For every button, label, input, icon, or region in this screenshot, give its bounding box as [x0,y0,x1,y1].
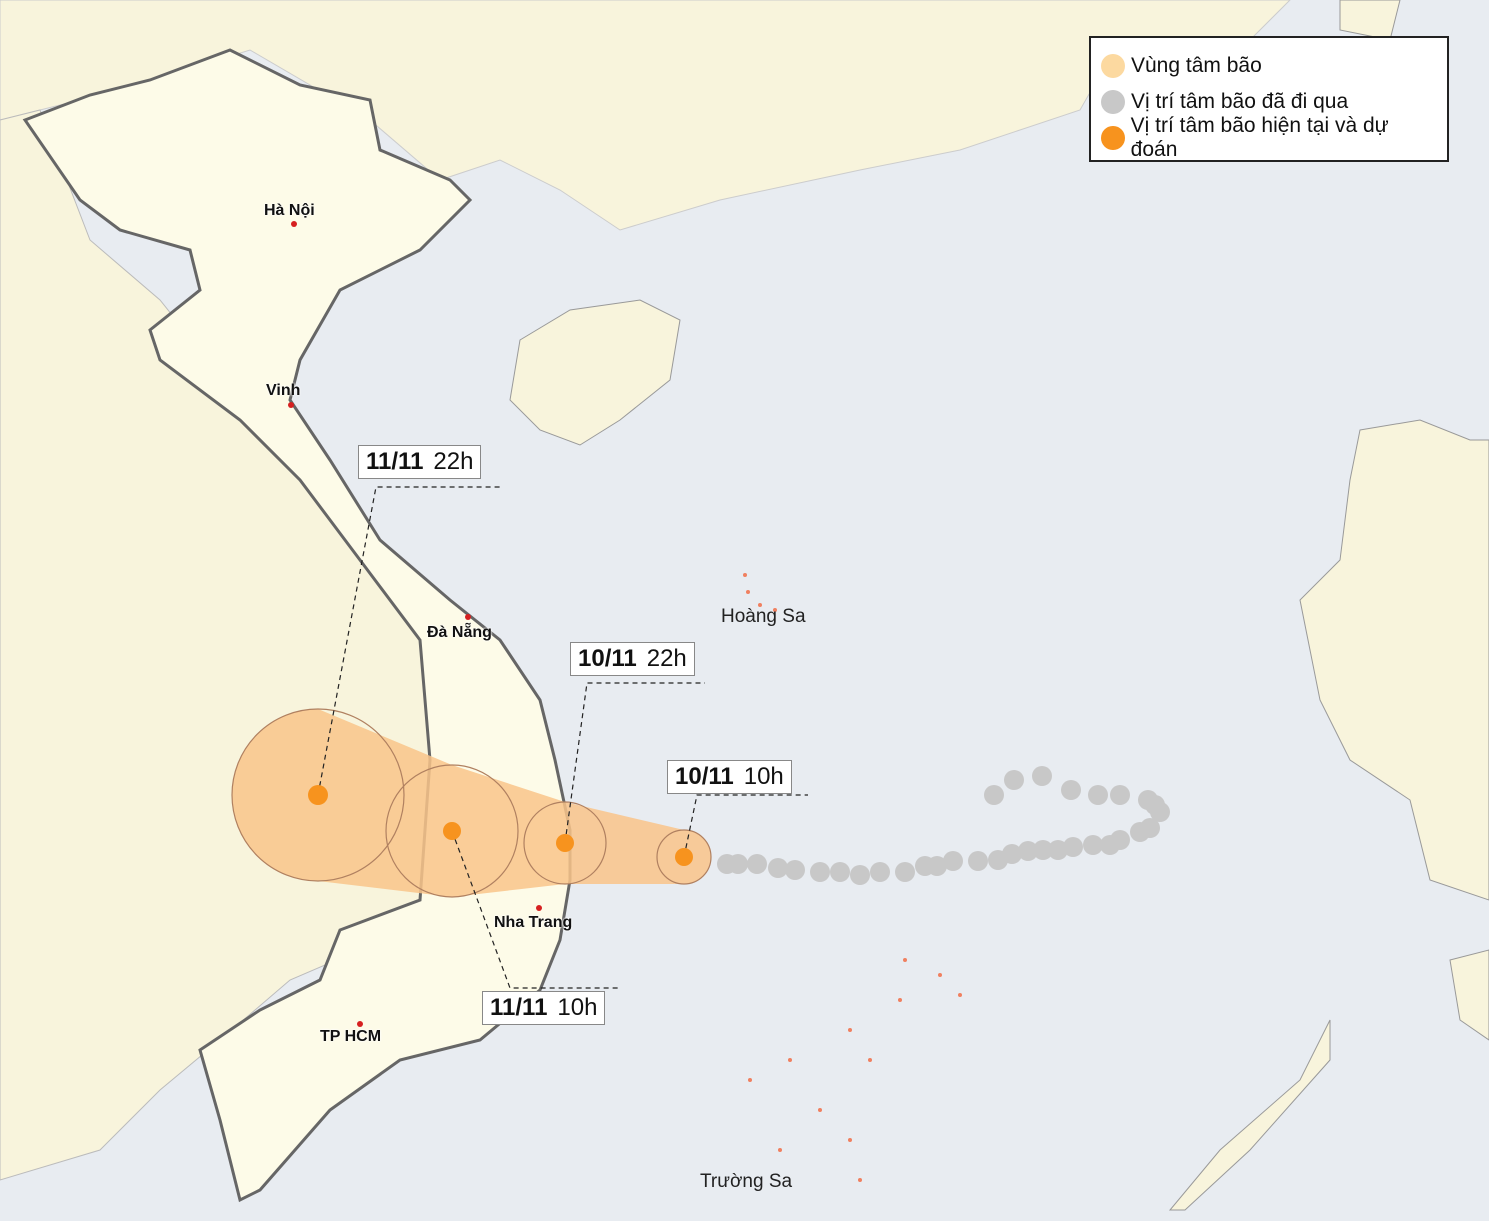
forecast-circle [656,829,712,885]
forecast-point [308,785,328,805]
past-point [850,865,870,885]
forecast-circles [231,708,712,898]
past-point [1004,770,1024,790]
past-point [1110,785,1130,805]
paracel-islands [743,573,777,612]
legend-item: Vị trí tâm bão đã đi qua [1101,84,1437,120]
legend-label: Vùng tâm bão [1131,54,1262,77]
place-label-hoangsa: Hoàng Sa [721,606,806,627]
forecast-circle [385,764,519,898]
past-point [968,851,988,871]
legend-item: Vùng tâm bão [1101,48,1437,84]
tag-hour: 10h [557,994,598,1021]
tag-hour: 22h [646,645,687,672]
forecast-points [308,785,693,866]
past-point [717,854,737,874]
past-point [1018,841,1038,861]
past-point [1048,840,1068,860]
forecast-tag: 11/11 10h [482,991,606,1025]
past-point [768,858,788,878]
storm-cone [232,709,711,897]
past-point [895,862,915,882]
past-point [1088,785,1108,805]
tag-hour: 10h [743,763,784,790]
tag-date: 11/11 [490,994,548,1021]
past-point [984,785,1004,805]
land-taiwan [1339,0,1401,41]
land-hainan [509,299,681,446]
forecast-circle [523,801,607,885]
spratly-islands [748,958,962,1182]
city-label-vinh: Vinh [266,382,301,399]
past-point [1083,835,1103,855]
place-label-truongsa: Trường Sa [700,1171,793,1192]
past-point [943,851,963,871]
city-label-danang: Đà Nẵng [427,624,492,641]
forecast-tag: 11/11 22h [358,445,482,479]
forecast-tag: 10/11 10h [667,760,792,794]
past-point [1033,840,1053,860]
city-label-nhatrang: Nha Trang [494,914,573,931]
past-point [810,862,830,882]
past-swatch-icon [1101,90,1125,114]
land-philippines [1299,419,1489,901]
past-point [915,856,935,876]
city-label-tphcm: TP HCM [320,1028,382,1045]
tag-date: 10/11 [675,763,734,790]
past-point [1063,837,1083,857]
cone-swatch-icon [1101,54,1125,78]
past-point [1150,802,1170,822]
past-track [717,766,1170,885]
legend: Vùng tâm bão Vị trí tâm bão đã đi qua Vị… [1089,36,1449,162]
forecast-circle [231,708,405,882]
land-borneo-tip [1449,949,1489,1041]
land-palawan [1168,1019,1331,1211]
current-point [675,848,693,866]
city-dots [288,221,542,1027]
legend-item: Vị trí tâm bão hiện tại và dự đoán [1101,114,1437,161]
past-point [1032,766,1052,786]
forecast-point [556,834,574,852]
past-point [747,854,767,874]
past-point [1130,822,1150,842]
past-point [1061,780,1081,800]
past-point [785,860,805,880]
past-point [988,850,1008,870]
city-label-hanoi: Hà Nội [264,202,315,219]
past-point [870,862,890,882]
legend-label: Vị trí tâm bão đã đi qua [1131,90,1349,113]
forecast-tag: 10/11 22h [570,642,695,676]
tag-date: 11/11 [366,448,424,475]
legend-label: Vị trí tâm bão hiện tại và dự đoán [1130,114,1389,161]
past-point [1100,835,1120,855]
leader-lines [317,486,808,989]
tag-hour: 22h [433,448,474,475]
past-point [830,862,850,882]
current-swatch-icon [1101,126,1125,150]
tag-date: 10/11 [578,645,637,672]
forecast-point [443,822,461,840]
